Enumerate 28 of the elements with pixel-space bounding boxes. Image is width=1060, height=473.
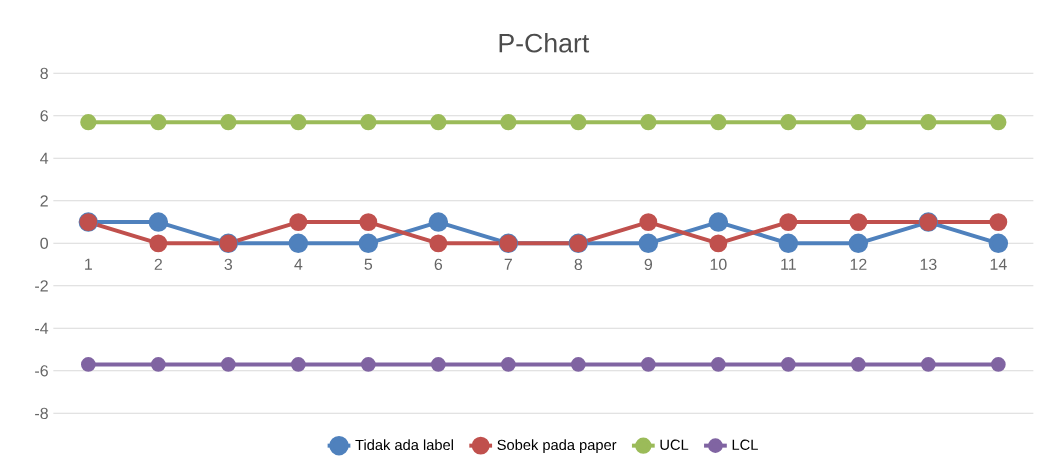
y-tick-label: -8 bbox=[35, 407, 48, 419]
x-tick-label: 7 bbox=[504, 258, 512, 270]
legend-label: Tidak ada label bbox=[355, 439, 453, 450]
x-tick-label: 13 bbox=[920, 258, 937, 270]
y-tick-label: 0 bbox=[40, 237, 48, 249]
x-tick-label: 1 bbox=[85, 258, 92, 270]
y-tick-label: -2 bbox=[35, 280, 48, 292]
y-tick-label: 6 bbox=[40, 110, 48, 122]
x-tick-label: 8 bbox=[574, 258, 583, 270]
x-tick-label: 12 bbox=[850, 258, 867, 270]
x-tick-label: 6 bbox=[434, 258, 443, 270]
y-tick-label: 4 bbox=[40, 152, 49, 164]
x-tick-label: 2 bbox=[154, 258, 162, 270]
x-tick-label: 5 bbox=[364, 258, 373, 270]
y-tick-label: 2 bbox=[40, 195, 48, 207]
chart-title: P-Chart bbox=[499, 32, 590, 53]
x-tick-label: 4 bbox=[294, 258, 303, 270]
x-tick-label: 9 bbox=[644, 258, 653, 270]
x-tick-label: 3 bbox=[224, 258, 233, 270]
x-tick-label: 14 bbox=[990, 258, 1007, 270]
legend-label: LCL bbox=[732, 439, 758, 450]
x-tick-label: 10 bbox=[710, 258, 727, 270]
legend-label: UCL bbox=[660, 439, 689, 450]
x-tick-label: 11 bbox=[781, 258, 796, 270]
legend-label: Sobek pada paper bbox=[497, 439, 617, 453]
y-tick-label: 8 bbox=[40, 67, 48, 79]
y-tick-label: -4 bbox=[35, 322, 49, 334]
y-tick-label: -6 bbox=[35, 365, 48, 377]
